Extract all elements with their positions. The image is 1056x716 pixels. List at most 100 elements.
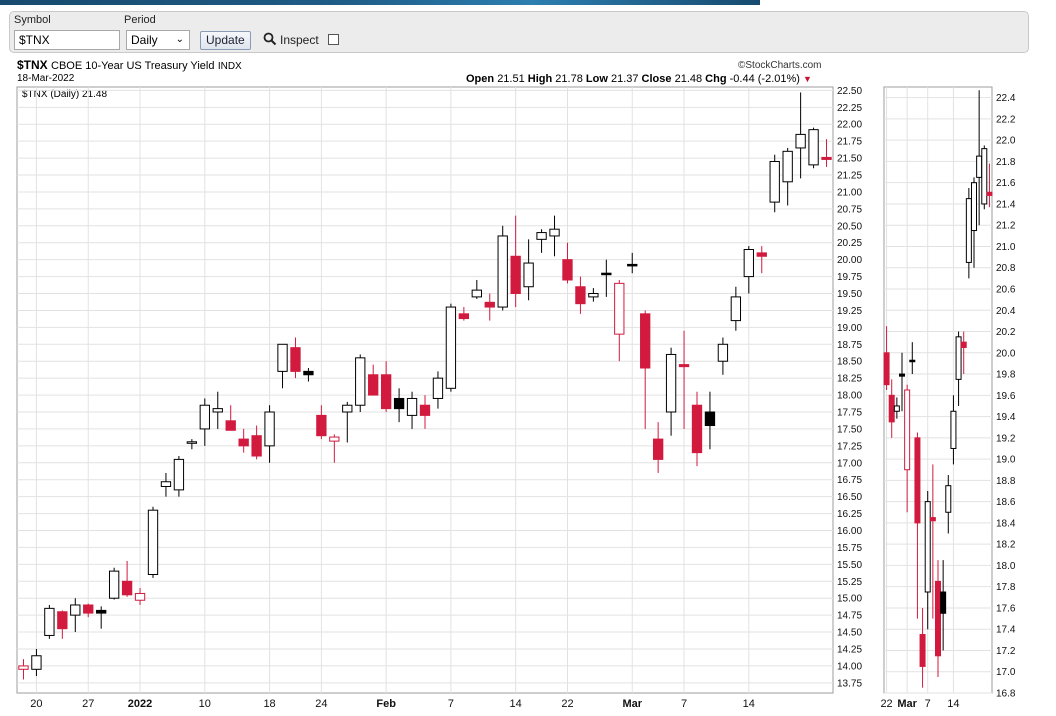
main-y-tick-label: 15.25 [837, 577, 862, 588]
side-candle-body [981, 148, 988, 205]
main-candle [316, 405, 327, 440]
main-candle-body [432, 377, 444, 399]
main-candle [251, 425, 262, 460]
main-candle [575, 276, 586, 314]
main-x-tick-label: 7 [448, 698, 454, 710]
main-candle [562, 242, 573, 284]
open-value: 21.51 [497, 73, 525, 85]
main-candle [497, 225, 508, 311]
close-label: Close [641, 73, 672, 85]
main-candle-body [147, 509, 159, 576]
main-y-tick-label: 13.75 [837, 678, 862, 689]
main-candle-body [121, 580, 133, 596]
main-y-tick-label: 21.25 [837, 171, 862, 182]
main-x-tick-label: 10 [199, 698, 211, 710]
side-y-tick-label: 21.0 [996, 242, 1016, 253]
main-candle [393, 388, 405, 423]
main-candle-body [186, 441, 198, 444]
side-candle-body [883, 352, 890, 386]
side-candle [971, 177, 977, 268]
side-y-tick-label: 19.6 [996, 391, 1016, 402]
main-candle [277, 343, 288, 389]
side-y-tick-label: 20.0 [996, 348, 1016, 359]
main-candle [510, 215, 521, 308]
side-candle-body [888, 394, 895, 423]
main-candle [355, 354, 366, 413]
chart-date: 18-Mar-2022 [17, 73, 75, 84]
side-y-tick-label: 16.8 [996, 689, 1016, 700]
main-y-tick-label: 22.00 [837, 120, 862, 131]
main-candle-body [458, 313, 470, 320]
main-candle [342, 401, 353, 443]
low-value: 21.37 [610, 73, 639, 85]
high-value: 21.78 [555, 73, 583, 85]
side-y-tick-label: 20.4 [996, 306, 1016, 317]
main-candle [238, 428, 249, 453]
symbol-input[interactable] [14, 30, 120, 50]
main-candle [419, 395, 431, 429]
update-button[interactable]: Update [200, 31, 251, 50]
side-candle-body [914, 437, 921, 524]
main-candle-body [678, 364, 690, 368]
top-banner [0, 0, 760, 5]
main-candle-body [445, 306, 457, 389]
main-candle-body [588, 293, 599, 298]
controls-panel: Symbol Period Daily ⌄ Update Inspect [9, 11, 1029, 53]
main-candle-body [601, 272, 612, 276]
side-candle-body [971, 182, 977, 232]
main-candle [484, 293, 495, 321]
main-candle [640, 310, 651, 429]
main-candle-body [57, 611, 68, 630]
main-candle [743, 246, 754, 294]
side-y-tick-label: 18.0 [996, 561, 1016, 572]
main-y-tick-label: 16.75 [837, 475, 862, 486]
main-candle-body [743, 249, 754, 278]
side-candle [981, 145, 988, 210]
main-candle [380, 361, 392, 413]
main-candle-body [393, 397, 405, 410]
period-select[interactable]: Daily ⌄ [126, 30, 190, 50]
main-candle-body [44, 607, 55, 636]
down-arrow-icon: ▼ [803, 74, 812, 84]
main-candle [186, 439, 198, 450]
main-candle-body [212, 408, 223, 413]
main-candle [458, 307, 470, 321]
main-candle [678, 330, 690, 429]
side-candle [945, 475, 952, 534]
main-candle-body [704, 411, 716, 427]
main-candle-body [730, 296, 742, 322]
side-x-tick-label: 14 [947, 698, 959, 710]
inspect-checkbox[interactable] [328, 34, 339, 45]
main-y-tick-label: 17.00 [837, 458, 862, 469]
main-y-tick-label: 14.25 [837, 644, 862, 655]
main-x-tick-label: 24 [315, 698, 327, 710]
main-candle-body [380, 374, 392, 410]
side-y-tick-label: 17.4 [996, 625, 1016, 636]
main-candle [471, 279, 482, 299]
main-candle [445, 303, 457, 392]
main-x-tick-label: 2022 [128, 698, 152, 710]
main-candle [147, 506, 159, 578]
main-y-tick-label: 22.25 [837, 103, 862, 114]
main-candle [406, 391, 418, 429]
main-candle [44, 604, 55, 639]
main-candle-body [368, 374, 379, 396]
main-y-tick-label: 19.50 [837, 289, 862, 300]
main-y-tick-label: 17.75 [837, 408, 862, 419]
side-x-tick-label: 7 [925, 698, 931, 710]
side-y-tick-label: 20.6 [996, 285, 1016, 296]
main-candle-body [627, 263, 638, 267]
main-candle-body [821, 156, 832, 160]
main-y-tick-label: 19.25 [837, 306, 862, 317]
main-candle [821, 139, 832, 167]
main-candle [704, 391, 716, 450]
main-candle-body [160, 481, 172, 487]
main-candle [83, 603, 94, 618]
main-candle [652, 422, 664, 473]
side-candle [929, 464, 936, 619]
main-candle-body [549, 228, 560, 237]
main-candle-body [290, 347, 301, 372]
side-y-tick-label: 21.4 [996, 199, 1016, 210]
main-candle-body [303, 370, 314, 376]
